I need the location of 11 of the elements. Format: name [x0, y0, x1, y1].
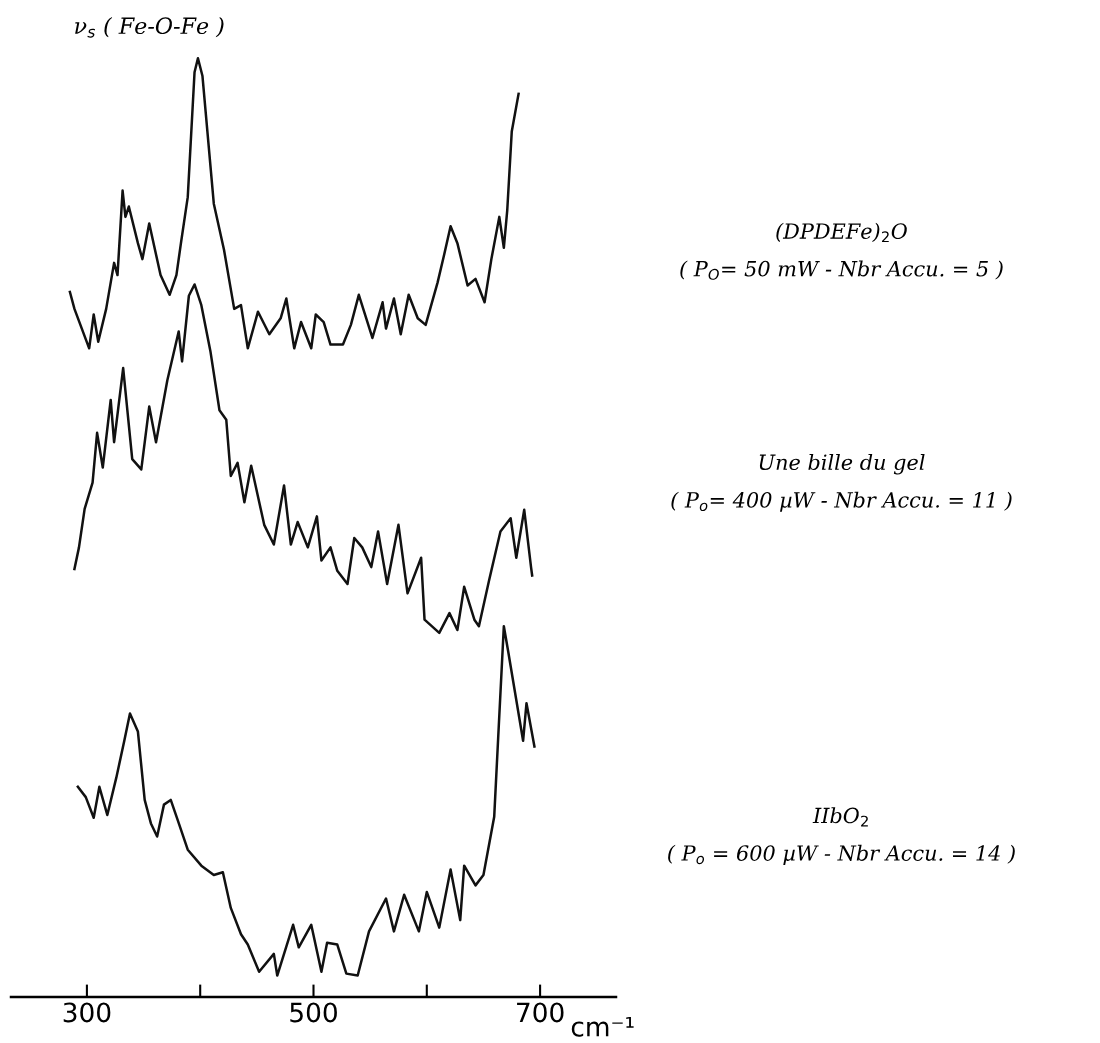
text: IIbO$_{2}$ — [812, 807, 868, 827]
text: ( P$_{O}$= 50 mW - Nbr Accu. = 5 ) — [680, 260, 1003, 280]
text: ( P$_{o}$ = 600 µW - Nbr Accu. = 14 ) — [668, 844, 1015, 865]
text: (DPDEFe)$_{2}$O — [776, 222, 907, 243]
x-tick-label: 700 — [517, 1002, 564, 1023]
x-tick-label: 300 — [63, 1002, 111, 1023]
x-tick-label: 500 — [290, 1002, 337, 1023]
text: Une bille du gel — [759, 453, 925, 475]
text: ( P$_{o}$= 400 µW - Nbr Accu. = 11 ) — [671, 491, 1012, 512]
x-axis-title: cm⁻¹ — [571, 1016, 634, 1037]
annotation: ν$_{s}$ ( Fe-O-Fe ) — [75, 16, 224, 38]
